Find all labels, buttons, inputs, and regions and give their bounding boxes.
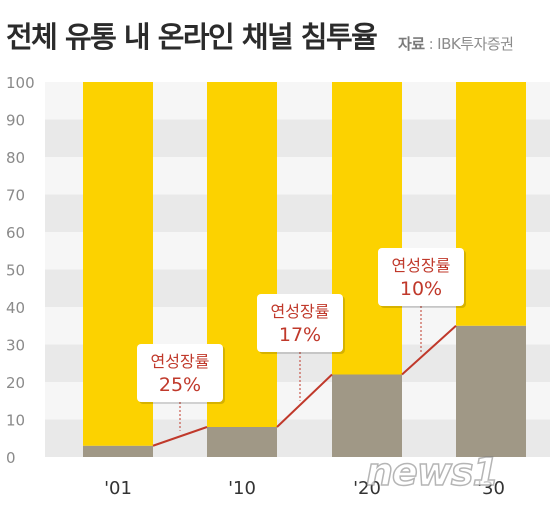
y-tick-label: 10 <box>6 412 25 430</box>
callout-label: 연성장률 <box>392 256 451 275</box>
y-tick-label: 100 <box>6 74 35 92</box>
bar-offline <box>332 82 402 375</box>
trend-line <box>152 325 457 447</box>
callout-box <box>137 344 223 402</box>
callout-value: 25% <box>159 374 201 396</box>
news1-watermark: news1 <box>365 449 500 495</box>
y-tick-label: 20 <box>6 374 25 392</box>
bar-online <box>83 445 153 457</box>
bar-offline <box>456 82 526 326</box>
bar-online <box>332 374 402 457</box>
callout-box <box>378 248 464 306</box>
trend-line-path <box>152 325 457 447</box>
y-tick-label: 80 <box>6 149 25 167</box>
bar-online <box>207 427 277 457</box>
callout-value: 17% <box>279 324 321 346</box>
y-tick-label: 30 <box>6 337 25 355</box>
callout-value: 10% <box>400 278 442 300</box>
callout-box <box>257 294 343 352</box>
annotations: 연성장률 25% 연성장률 17% 연성장률 10% <box>137 248 466 431</box>
y-axis-ticks: 0 10 20 30 40 50 60 70 80 90 100 <box>6 74 35 467</box>
growth-callout: 연성장률 25% <box>137 344 225 431</box>
x-tick-label: '20 <box>353 478 381 499</box>
source-value: IBK투자증권 <box>437 35 514 53</box>
source-note: 자료: IBK투자증권 <box>398 33 514 54</box>
y-tick-label: 50 <box>6 262 25 280</box>
y-tick-label: 90 <box>6 112 25 130</box>
source-label: 자료 <box>398 35 425 53</box>
y-tick-label: 0 <box>6 449 16 467</box>
bars <box>83 82 526 457</box>
x-tick-label: '30 <box>477 478 505 499</box>
growth-callout: 연성장률 10% <box>378 248 466 352</box>
growth-callout: 연성장률 17% <box>257 294 345 401</box>
x-tick-label: '01 <box>104 478 132 499</box>
source-separator: : <box>428 35 434 53</box>
chart-title: 전체 유통 내 온라인 채널 침투율 <box>6 20 378 54</box>
x-axis-ticks: '01 '10 '20 '30 <box>104 478 505 499</box>
y-tick-label: 40 <box>6 299 25 317</box>
y-tick-label: 70 <box>6 187 25 205</box>
x-tick-label: '10 <box>228 478 256 499</box>
y-tick-label: 60 <box>6 224 25 242</box>
callout-label: 연성장률 <box>151 352 210 371</box>
callout-label: 연성장률 <box>271 302 330 321</box>
bar-online <box>456 325 526 457</box>
